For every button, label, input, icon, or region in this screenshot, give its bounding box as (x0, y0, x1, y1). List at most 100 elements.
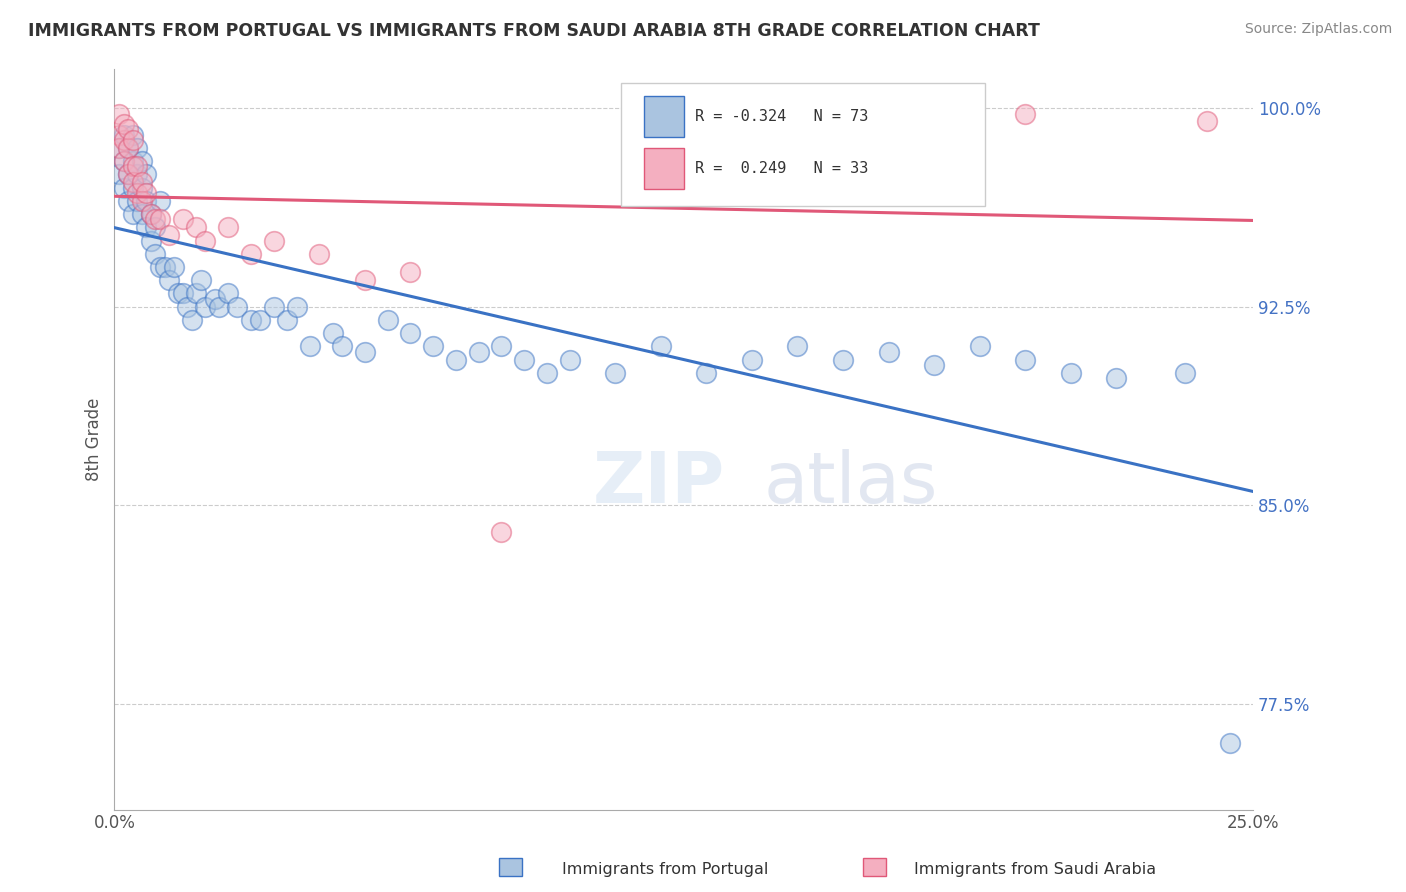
Point (131, 207, 153, 221)
Point (112, 128, 135, 142)
Point (399, 265, 422, 279)
Point (131, 180, 153, 194)
Point (354, 273, 377, 287)
Point (226, 300, 249, 314)
Point (240, 247, 263, 261)
Text: IMMIGRANTS FROM PORTUGAL VS IMMIGRANTS FROM SAUDI ARABIA 8TH GRADE CORRELATION C: IMMIGRANTS FROM PORTUGAL VS IMMIGRANTS F… (28, 22, 1040, 40)
Point (121, 175, 143, 189)
Point (108, 141, 131, 155)
Point (194, 300, 217, 314)
Point (240, 313, 263, 327)
Point (1014, 352, 1036, 367)
Point (121, 154, 143, 169)
Point (536, 366, 558, 380)
Point (121, 180, 143, 194)
Point (167, 286, 190, 301)
Point (157, 273, 180, 287)
Point (208, 300, 231, 314)
Text: Immigrants from Portugal: Immigrants from Portugal (562, 863, 769, 877)
Point (112, 133, 135, 147)
Point (149, 194, 172, 208)
Point (832, 352, 855, 367)
Point (149, 260, 172, 274)
Point (131, 194, 153, 208)
Point (117, 141, 139, 155)
Y-axis label: 8th Grade: 8th Grade (86, 397, 103, 481)
Point (139, 207, 162, 221)
Point (194, 234, 217, 248)
Point (131, 175, 153, 189)
Point (108, 167, 131, 181)
Point (263, 300, 285, 314)
Point (249, 313, 271, 327)
Point (145, 212, 167, 227)
Point (786, 339, 808, 353)
Point (135, 186, 157, 200)
Point (172, 286, 194, 301)
Point (467, 344, 489, 359)
Point (112, 180, 135, 194)
Point (139, 234, 162, 248)
Point (108, 128, 131, 142)
Point (1060, 366, 1083, 380)
Point (399, 326, 422, 341)
Point (127, 167, 149, 181)
Point (117, 122, 139, 136)
Text: Immigrants from Saudi Arabia: Immigrants from Saudi Arabia (914, 863, 1156, 877)
Point (1197, 114, 1219, 128)
Point (117, 141, 139, 155)
Point (135, 167, 157, 181)
Point (121, 128, 143, 142)
Point (153, 260, 176, 274)
Point (186, 286, 208, 301)
Point (180, 313, 202, 327)
Point (1173, 366, 1195, 380)
Point (139, 207, 162, 221)
Point (650, 339, 672, 353)
Point (322, 326, 344, 341)
Point (969, 339, 991, 353)
Point (513, 352, 536, 367)
Point (117, 194, 139, 208)
Point (149, 212, 172, 227)
Point (172, 212, 194, 227)
Point (176, 300, 198, 314)
Point (741, 352, 763, 367)
Text: atlas: atlas (763, 449, 938, 518)
Text: Source: ZipAtlas.com: Source: ZipAtlas.com (1244, 22, 1392, 37)
Point (117, 167, 139, 181)
Point (157, 228, 180, 243)
Point (877, 344, 900, 359)
Point (121, 160, 143, 174)
Point (1014, 106, 1036, 120)
Point (605, 366, 627, 380)
Point (922, 358, 945, 372)
Point (1219, 736, 1241, 750)
Point (108, 141, 131, 155)
Point (299, 339, 322, 353)
Point (491, 339, 513, 353)
Point (131, 154, 153, 169)
Point (217, 286, 239, 301)
Point (135, 220, 157, 235)
Point (127, 141, 149, 155)
Point (121, 207, 143, 221)
Point (162, 260, 184, 274)
Point (377, 313, 399, 327)
FancyBboxPatch shape (621, 83, 986, 206)
Point (108, 106, 131, 120)
Point (558, 352, 581, 367)
Point (145, 247, 167, 261)
Bar (644, 96, 683, 137)
Point (695, 366, 717, 380)
Bar (644, 148, 683, 189)
Point (217, 220, 239, 235)
Point (308, 247, 330, 261)
Text: ZIP: ZIP (592, 449, 725, 518)
Text: R =  0.249   N = 33: R = 0.249 N = 33 (695, 161, 869, 176)
Point (330, 339, 353, 353)
Point (190, 273, 212, 287)
Point (121, 133, 143, 147)
Point (127, 186, 149, 200)
Point (354, 344, 377, 359)
